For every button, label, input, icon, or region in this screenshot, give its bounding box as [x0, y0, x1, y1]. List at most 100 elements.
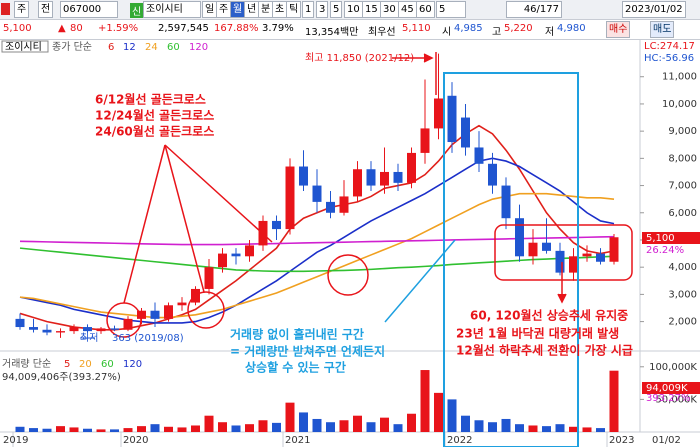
- interval[interactable]: 45: [398, 1, 417, 18]
- interval[interactable]: 1: [302, 1, 315, 18]
- interval[interactable]: 15: [362, 1, 381, 18]
- date-label: 01/02: [652, 435, 681, 446]
- x-tick-label: 2020: [123, 435, 148, 446]
- period[interactable]: 틱: [286, 1, 302, 18]
- volume-bar: [150, 424, 160, 432]
- volume-bar: [42, 428, 52, 432]
- legend-entry: 60: [101, 359, 114, 370]
- code-input[interactable]: 067000: [60, 1, 118, 18]
- interval[interactable]: 30: [380, 1, 399, 18]
- volume-title: 94,009,406주(393.27%): [2, 372, 121, 383]
- volume-bar: [461, 415, 470, 432]
- interval[interactable]: 5: [330, 1, 343, 18]
- period[interactable]: 주: [216, 1, 232, 18]
- legend-entry: 6: [108, 42, 114, 53]
- lc-label: LC:274.17: [644, 41, 695, 52]
- volume-bar: [272, 422, 281, 432]
- date-input[interactable]: 2023/01/02: [622, 1, 686, 18]
- chart: 11,00010,0009,0008,0007,0006,0005,0004,0…: [0, 39, 700, 447]
- x-tick-label: 2022: [447, 435, 472, 446]
- note: 60, 120월선 상승추세 유지중: [470, 308, 628, 323]
- all-select[interactable]: 전: [38, 1, 54, 18]
- interval-select[interactable]: 5: [436, 1, 466, 18]
- volume-bar: [56, 426, 65, 432]
- candle-body: [515, 218, 524, 257]
- candle-body: [339, 196, 349, 213]
- candle-body: [596, 253, 605, 262]
- ma-line: [19, 235, 615, 246]
- candle-body: [393, 171, 403, 183]
- volume-bar: [258, 420, 268, 432]
- interval[interactable]: 3: [316, 1, 329, 18]
- buy-button[interactable]: 매수: [606, 21, 631, 38]
- candle-body: [177, 302, 187, 306]
- candle-body: [231, 253, 241, 257]
- period[interactable]: 분: [258, 1, 274, 18]
- y-tick-label: 3,000: [668, 289, 697, 300]
- period[interactable]: 년: [244, 1, 260, 18]
- candle-body: [110, 328, 119, 330]
- volume-bar: [29, 428, 38, 432]
- legend-prefix: 종가 단순: [52, 41, 92, 53]
- interval[interactable]: 60: [416, 1, 435, 18]
- ma-line: [19, 247, 615, 273]
- candle-body: [15, 318, 25, 328]
- interval[interactable]: 10: [344, 1, 363, 18]
- candle-body: [123, 318, 133, 330]
- period[interactable]: 월: [230, 1, 246, 18]
- low-note: 363 (2019/08): [112, 333, 184, 344]
- high-price: 5,220: [504, 23, 533, 34]
- ma-line: [19, 192, 615, 319]
- candle-body: [204, 267, 214, 289]
- market-select[interactable]: 주: [14, 1, 30, 18]
- stock-name: 조이시티: [143, 1, 201, 18]
- candle-body: [285, 166, 295, 230]
- candle-body: [555, 250, 565, 273]
- hc-label: HC:-56.96: [644, 53, 694, 64]
- candle-body: [420, 128, 430, 153]
- volume-bar: [542, 426, 551, 432]
- volume-bar: [407, 413, 416, 432]
- y-tick-label: 50,000K: [655, 394, 697, 405]
- best-price: 5,110: [402, 23, 431, 34]
- volume-bar: [191, 425, 200, 432]
- y-tick-label: 100,000K: [649, 362, 697, 373]
- candle-body: [353, 169, 362, 197]
- volume-bar: [380, 417, 389, 432]
- candle-body: [326, 201, 335, 213]
- volume-bar: [299, 412, 308, 432]
- period[interactable]: 일: [202, 1, 218, 18]
- price-tag: 5,100: [646, 233, 675, 244]
- volume-bar: [218, 422, 227, 432]
- candle-body: [528, 242, 538, 257]
- candle-body: [407, 152, 416, 183]
- annotation-shapes: [106, 52, 633, 338]
- volume-tag: 94,009K: [646, 383, 688, 394]
- low-price: 4,980: [557, 23, 586, 34]
- volume-bar: [231, 425, 241, 432]
- volume-bar: [353, 415, 362, 432]
- candle-body: [434, 98, 443, 129]
- ma-line: [19, 124, 615, 331]
- x-tick-label: 2019: [3, 435, 28, 446]
- y-tick-label: 6,000: [668, 208, 697, 219]
- badge: 신: [130, 3, 144, 18]
- plot: 11,00010,0009,0008,0007,0006,0005,0004,0…: [3, 53, 697, 447]
- period[interactable]: 초: [272, 1, 288, 18]
- volume-bar: [515, 424, 524, 432]
- volume-bar: [393, 424, 403, 432]
- legend-entry: 20: [79, 359, 92, 370]
- candle-body: [609, 237, 619, 262]
- candle-body: [218, 253, 227, 268]
- y-tick-label: 7,000: [668, 181, 697, 192]
- candle-body: [56, 331, 65, 333]
- note: 12월선 하락추세 전환이 가장 시급: [456, 343, 633, 358]
- toolbar: 주 전 067000 신 조이시티 일 주 월 년 분 초 틱 1 3 5 10…: [0, 0, 700, 20]
- note: 6/12월선 골든크로스: [95, 92, 206, 107]
- y-tick-label: 10,000: [662, 99, 697, 110]
- sell-button[interactable]: 매도: [650, 21, 675, 38]
- volume-bar: [285, 402, 295, 432]
- note: 상승할 수 있는 구간: [245, 360, 346, 375]
- legend-entry: 12: [123, 42, 136, 53]
- candle-body: [272, 220, 281, 230]
